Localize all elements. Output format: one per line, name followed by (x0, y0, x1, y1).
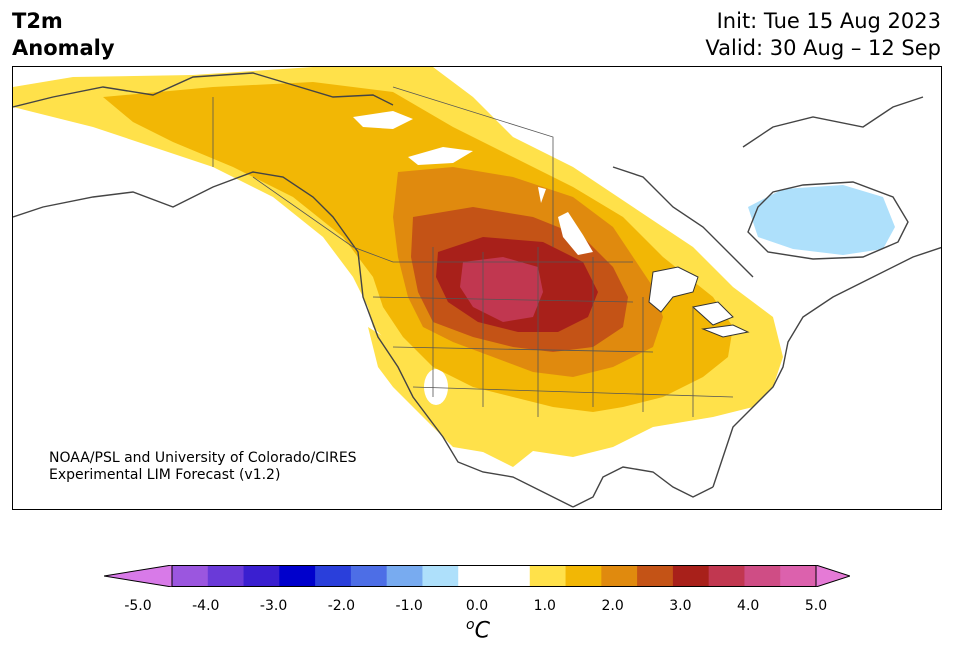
colorbar-tick-label: 3.0 (669, 598, 692, 614)
colorbar-segment (529, 565, 567, 587)
colorbar-segment (207, 565, 245, 587)
colorbar-ticks: -5.0 -4.0 -3.0 -2.0 -1.0 0.0 1.0 2.0 3.0 4.0 5.0 (0, 598, 953, 618)
coastal-neutral-zone (424, 369, 448, 405)
colorbar (104, 565, 850, 587)
colorbar-segment (279, 565, 316, 587)
title-line-2: Anomaly (12, 36, 115, 60)
colorbar-segment (315, 565, 352, 587)
colorbar-tick-label: 0.0 (465, 598, 489, 614)
coastline (13, 72, 941, 508)
colorbar-segment (637, 565, 674, 587)
colorbar-segment (565, 565, 602, 587)
map-svg (13, 67, 941, 508)
valid-date: Valid: 30 Aug – 12 Sep (705, 36, 941, 60)
colorbar-segment (780, 565, 817, 587)
forecast-dates: Init: Tue 15 Aug 2023 Valid: 30 Aug – 12… (705, 8, 941, 62)
state-borders (212, 86, 734, 417)
anomaly-fill-crimson (460, 257, 543, 322)
title-line-1: T2m (12, 9, 63, 33)
colorbar-segment (243, 565, 280, 587)
credit-text: NOAA/PSL and University of Colorado/CIRE… (49, 450, 357, 484)
anomaly-map (12, 66, 942, 510)
colorbar-segment (601, 565, 638, 587)
great-lakes (648, 266, 750, 338)
colorbar-tick-label: 4.0 (737, 598, 760, 614)
unit-label: oC (466, 617, 490, 643)
colorbar-tick-label: -1.0 (395, 598, 423, 614)
colorbar-tick-label: -3.0 (259, 598, 288, 614)
anomaly-fill-light-blue (748, 185, 895, 255)
colorbar-segment (350, 565, 388, 587)
colorbar-segment (672, 565, 710, 587)
colorbar-arrow-low (104, 565, 173, 587)
colorbar-segment (458, 565, 495, 587)
init-date: Init: Tue 15 Aug 2023 (716, 9, 941, 33)
credit-line-1: NOAA/PSL and University of Colorado/CIRE… (49, 450, 357, 466)
degree-symbol: o (466, 617, 475, 633)
northern-lakes (353, 111, 593, 255)
colorbar-segment (708, 565, 745, 587)
colorbar-segment (422, 565, 459, 587)
colorbar-segment (744, 565, 781, 587)
colorbar-tick-label: -5.0 (124, 598, 152, 614)
colorbar-tick-label: 5.0 (804, 598, 828, 614)
colorbar-outline (171, 565, 817, 587)
colorbar-segment (172, 565, 209, 587)
map-title: T2m Anomaly (12, 8, 115, 62)
credit-line-2: Experimental LIM Forecast (v1.2) (49, 467, 281, 483)
unit-letter: C (474, 618, 490, 644)
colorbar-segment (494, 565, 531, 587)
colorbar-tick-label: 2.0 (601, 598, 624, 614)
colorbar-tick-label: -2.0 (327, 598, 356, 614)
colorbar-segment (386, 565, 423, 587)
colorbar-arrow-high (815, 565, 850, 587)
colorbar-tick-label: 1.0 (533, 598, 556, 614)
colorbar-tick-label: -4.0 (192, 598, 220, 614)
